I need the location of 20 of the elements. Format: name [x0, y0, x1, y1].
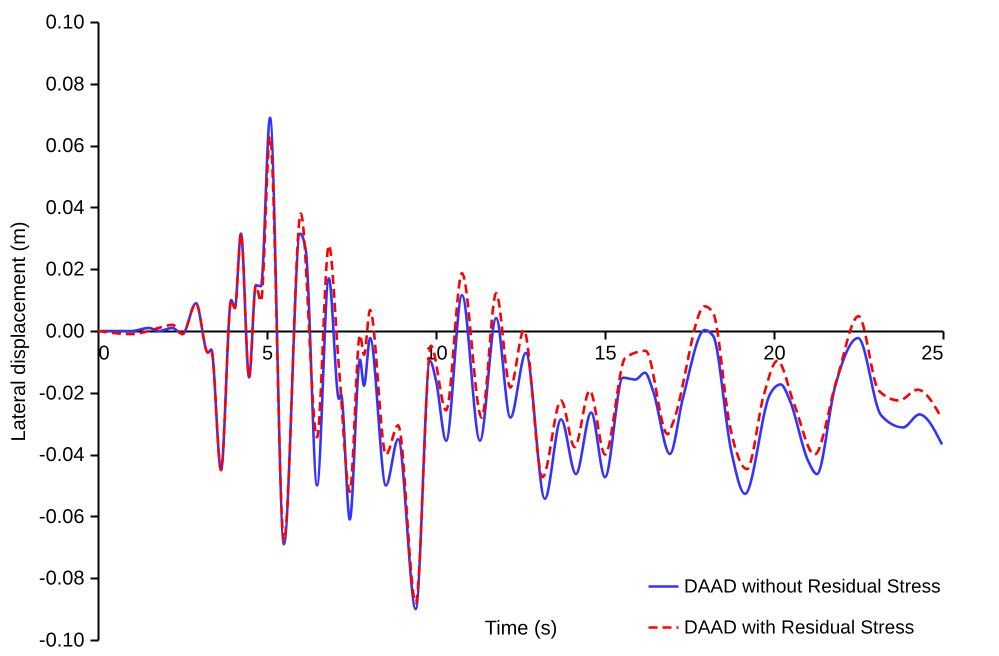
y-tick-label: 0.08	[46, 73, 84, 96]
y-tick-label: -0.06	[38, 506, 84, 528]
x-tick-label: 20	[763, 342, 786, 364]
x-tick-label: 25	[921, 342, 944, 364]
y-tick-label: -0.04	[38, 444, 84, 466]
x-tick-label: 5	[262, 342, 274, 364]
y-tick-label: -0.02	[38, 382, 84, 404]
legend-label: DAAD without Residual Stress	[684, 576, 941, 598]
legend-label: DAAD with Residual Stress	[684, 618, 914, 638]
y-tick-label: 0.10	[46, 12, 84, 34]
y-tick-label: 0.06	[46, 135, 84, 158]
y-tick-label: 0.02	[46, 258, 84, 281]
y-tick-label: -0.10	[38, 630, 84, 652]
y-tick-label: -0.08	[38, 568, 84, 590]
x-tick-label: 15	[594, 342, 617, 364]
y-axis-title: Lateral displacement (m)	[8, 221, 30, 442]
y-tick-label: 0.04	[46, 196, 84, 219]
x-tick-label: 0	[98, 342, 110, 364]
y-tick-label: 0.00	[46, 320, 84, 342]
x-axis-title: Time (s)	[484, 618, 558, 640]
